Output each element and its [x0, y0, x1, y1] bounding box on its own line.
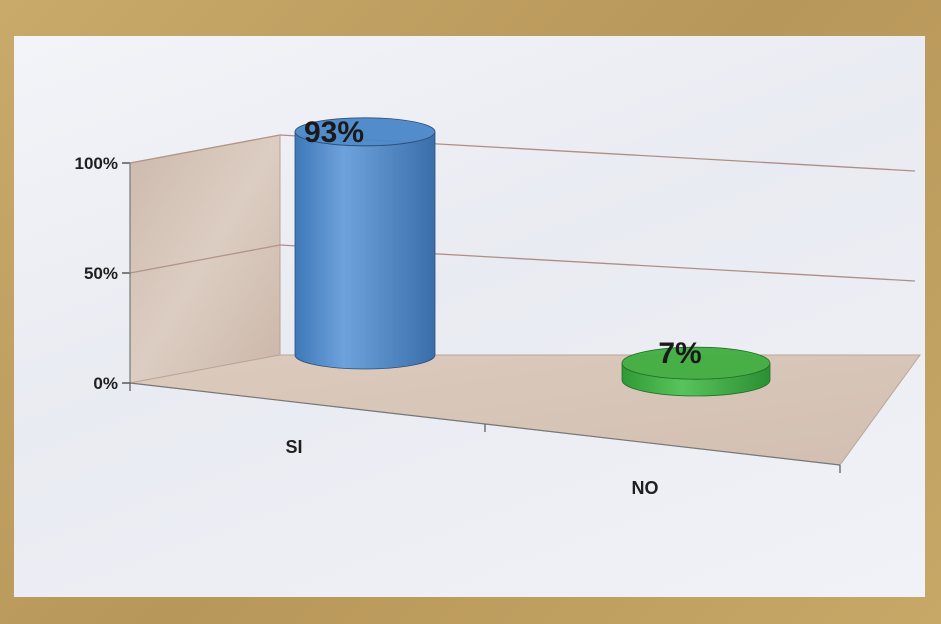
chart-walls	[129, 134, 921, 466]
chart-axes	[122, 162, 841, 473]
bar-si	[294, 131, 436, 370]
category-label-si: SI	[285, 437, 302, 457]
category-label-no: NO	[632, 478, 659, 498]
chart-labels: 0% 50% 100% 93% SI 7% NO	[75, 116, 702, 498]
y-tick-label: 0%	[93, 374, 118, 393]
bar-top-si	[294, 117, 436, 147]
gridline-side	[129, 244, 281, 274]
y-tick-label: 50%	[84, 264, 118, 283]
data-label-no: 7%	[658, 337, 701, 370]
chart-bars	[294, 117, 771, 397]
bar-top-no	[621, 346, 771, 380]
data-label-si: 93%	[304, 116, 364, 149]
gridline-side	[129, 134, 281, 164]
chart-floor	[129, 354, 921, 466]
y-tick-label: 100%	[75, 154, 118, 173]
